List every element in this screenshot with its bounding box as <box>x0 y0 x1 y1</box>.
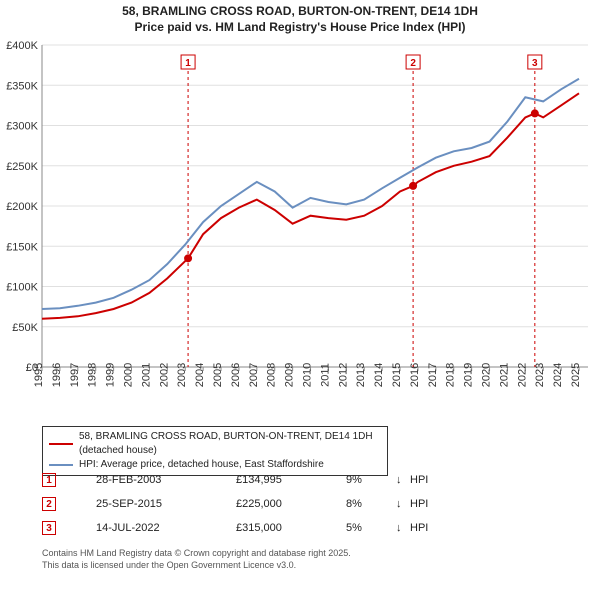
event-date: 14-JUL-2022 <box>96 522 236 534</box>
svg-text:1: 1 <box>185 58 191 69</box>
legend-swatch <box>49 464 73 466</box>
svg-text:2013: 2013 <box>355 363 367 387</box>
svg-text:2025: 2025 <box>570 363 582 387</box>
event-marker: 3 <box>42 521 56 535</box>
event-hpi-label: HPI <box>410 522 440 534</box>
event-pct: 5% <box>346 522 396 534</box>
event-marker: 2 <box>42 497 56 511</box>
svg-text:2003: 2003 <box>176 363 188 387</box>
footer-line-1: Contains HM Land Registry data © Crown c… <box>42 548 351 560</box>
svg-text:£100K: £100K <box>6 282 38 294</box>
event-price: £315,000 <box>236 522 346 534</box>
event-price: £134,995 <box>236 474 346 486</box>
legend-swatch <box>49 443 73 445</box>
svg-text:1997: 1997 <box>69 363 81 387</box>
event-price: £225,000 <box>236 498 346 510</box>
svg-text:2023: 2023 <box>534 363 546 387</box>
svg-text:1996: 1996 <box>51 363 63 387</box>
svg-text:2010: 2010 <box>302 363 314 387</box>
legend-label: 58, BRAMLING CROSS ROAD, BURTON-ON-TRENT… <box>79 430 381 458</box>
title-line-2: Price paid vs. HM Land Registry's House … <box>0 20 600 36</box>
event-marker: 1 <box>42 473 56 487</box>
svg-text:£350K: £350K <box>6 80 38 92</box>
event-row: 2 25-SEP-2015 £225,000 8% ↓ HPI <box>42 492 440 516</box>
event-date: 28-FEB-2003 <box>96 474 236 486</box>
chart-title-block: 58, BRAMLING CROSS ROAD, BURTON-ON-TRENT… <box>0 0 600 37</box>
svg-text:2014: 2014 <box>373 363 385 387</box>
svg-text:2017: 2017 <box>427 363 439 387</box>
svg-text:2002: 2002 <box>158 363 170 387</box>
svg-text:1999: 1999 <box>105 363 117 387</box>
svg-text:2015: 2015 <box>391 363 403 387</box>
svg-text:1998: 1998 <box>87 363 99 387</box>
down-arrow-icon: ↓ <box>396 522 410 534</box>
svg-text:2009: 2009 <box>284 363 296 387</box>
svg-text:2000: 2000 <box>123 363 135 387</box>
svg-text:2022: 2022 <box>516 363 528 387</box>
events-table: 1 28-FEB-2003 £134,995 9% ↓ HPI 2 25-SEP… <box>42 468 440 540</box>
svg-text:2018: 2018 <box>445 363 457 387</box>
event-row: 1 28-FEB-2003 £134,995 9% ↓ HPI <box>42 468 440 492</box>
svg-text:3: 3 <box>532 58 538 69</box>
svg-text:2008: 2008 <box>266 363 278 387</box>
svg-text:2016: 2016 <box>409 363 421 387</box>
footer-line-2: This data is licensed under the Open Gov… <box>42 560 351 572</box>
down-arrow-icon: ↓ <box>396 498 410 510</box>
svg-text:2020: 2020 <box>481 363 493 387</box>
svg-text:£150K: £150K <box>6 241 38 253</box>
event-hpi-label: HPI <box>410 498 440 510</box>
event-pct: 8% <box>346 498 396 510</box>
svg-text:£250K: £250K <box>6 161 38 173</box>
svg-text:2001: 2001 <box>140 363 152 387</box>
svg-text:1995: 1995 <box>33 363 45 387</box>
svg-text:2006: 2006 <box>230 363 242 387</box>
event-pct: 9% <box>346 474 396 486</box>
line-chart: £0£50K£100K£150K£200K£250K£300K£350K£400… <box>0 37 600 417</box>
chart-area: £0£50K£100K£150K£200K£250K£300K£350K£400… <box>0 37 600 417</box>
svg-text:2011: 2011 <box>319 363 331 387</box>
svg-text:2: 2 <box>410 58 416 69</box>
legend-item: 58, BRAMLING CROSS ROAD, BURTON-ON-TRENT… <box>49 430 381 458</box>
svg-text:2021: 2021 <box>498 363 510 387</box>
svg-text:2024: 2024 <box>552 363 564 387</box>
event-row: 3 14-JUL-2022 £315,000 5% ↓ HPI <box>42 516 440 540</box>
svg-text:2005: 2005 <box>212 363 224 387</box>
footer-attribution: Contains HM Land Registry data © Crown c… <box>42 548 351 571</box>
down-arrow-icon: ↓ <box>396 474 410 486</box>
svg-text:£50K: £50K <box>12 322 38 334</box>
event-hpi-label: HPI <box>410 474 440 486</box>
title-line-1: 58, BRAMLING CROSS ROAD, BURTON-ON-TRENT… <box>0 4 600 20</box>
event-date: 25-SEP-2015 <box>96 498 236 510</box>
svg-text:2019: 2019 <box>463 363 475 387</box>
svg-text:2004: 2004 <box>194 363 206 387</box>
svg-text:£400K: £400K <box>6 40 38 52</box>
svg-text:2007: 2007 <box>248 363 260 387</box>
svg-text:£300K: £300K <box>6 121 38 133</box>
svg-text:£200K: £200K <box>6 201 38 213</box>
svg-text:2012: 2012 <box>337 363 349 387</box>
